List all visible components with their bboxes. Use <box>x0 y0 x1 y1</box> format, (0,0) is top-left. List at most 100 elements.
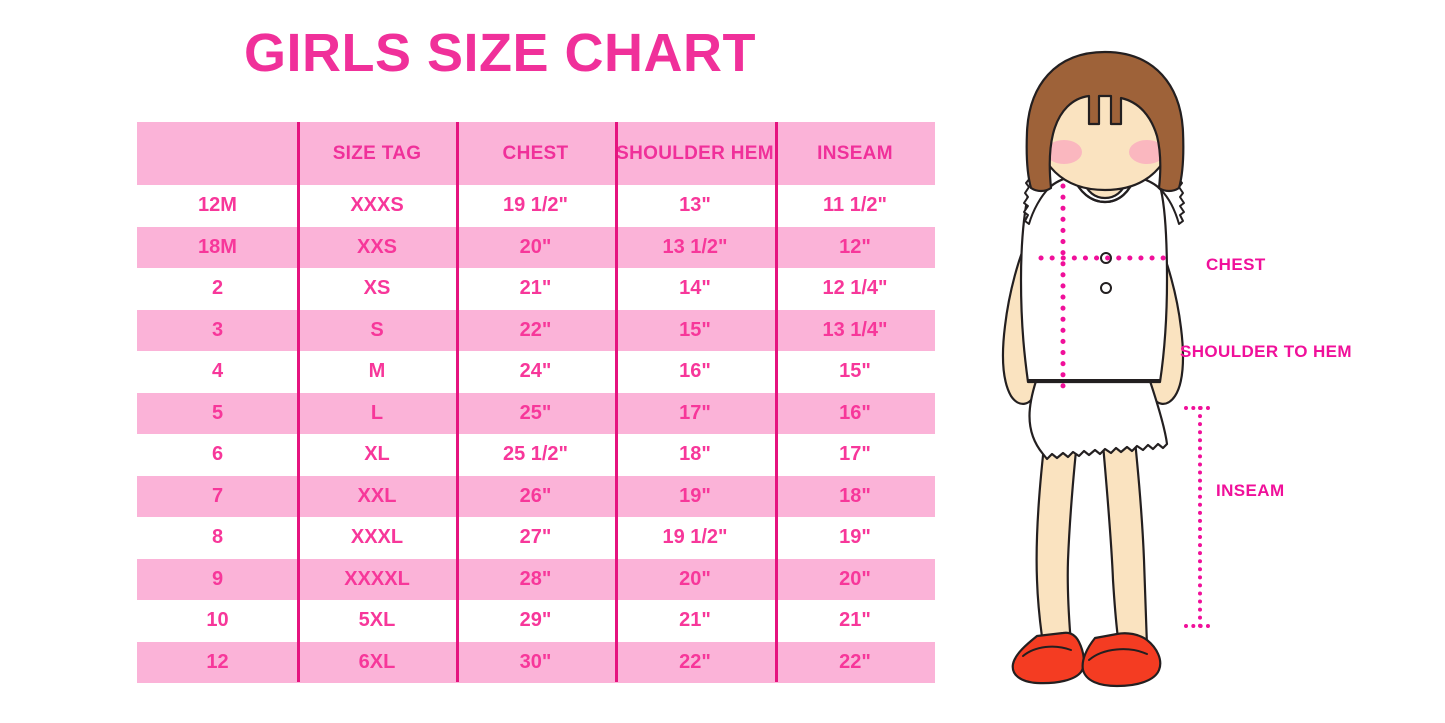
cell-size-tag: XXXL <box>298 517 456 559</box>
cell-size: 12 <box>137 641 298 683</box>
cell-shoulder-hem: 14" <box>615 268 775 310</box>
inseam-bracket-cap-bottom <box>1184 624 1210 628</box>
cell-size: 5 <box>137 392 298 434</box>
cell-size-tag: M <box>298 351 456 393</box>
skirt <box>1028 376 1169 461</box>
cell-size: 7 <box>137 475 298 517</box>
cell-inseam: 12" <box>775 226 935 268</box>
right-leg <box>1099 418 1149 648</box>
cell-size: 8 <box>137 517 298 559</box>
inseam-measure-bracket <box>1184 406 1218 628</box>
cell-size: 12M <box>137 185 298 227</box>
cell-size: 9 <box>137 558 298 600</box>
cell-inseam: 19" <box>775 517 935 559</box>
cell-shoulder-hem: 16" <box>615 351 775 393</box>
cell-size-tag: XXS <box>298 226 456 268</box>
table-row: 7 XXL 26" 19" 18" <box>137 475 935 517</box>
right-blush <box>1129 140 1165 164</box>
cell-size-tag: 5XL <box>298 600 456 642</box>
cell-inseam: 11 1/2" <box>775 185 935 227</box>
neckline <box>1071 174 1137 204</box>
cell-shoulder-hem: 19" <box>615 475 775 517</box>
cell-shoulder-hem: 18" <box>615 434 775 476</box>
callout-label-inseam: INSEAM <box>1216 481 1285 500</box>
bodice <box>1019 174 1169 384</box>
cell-chest: 22" <box>456 309 615 351</box>
cell-shoulder-hem: 21" <box>615 600 775 642</box>
table-row: 12 6XL 30" 22" 22" <box>137 641 935 683</box>
hair <box>1025 50 1185 193</box>
cell-shoulder-hem: 20" <box>615 558 775 600</box>
inseam-bracket-cap-top <box>1184 406 1210 410</box>
table-row: 8 XXXL 27" 19 1/2" 19" <box>137 517 935 559</box>
cell-shoulder-hem: 17" <box>615 392 775 434</box>
cell-chest: 30" <box>456 641 615 683</box>
cell-size-tag: 6XL <box>298 641 456 683</box>
table-body: 12M XXXS 19 1/2" 13" 11 1/2" 18M XXS 20" 13 1/2"… <box>137 185 935 683</box>
cell-inseam: 17" <box>775 434 935 476</box>
callout-label-shoulder-to-hem: SHOULDER TO HEM <box>1180 342 1352 361</box>
cell-size-tag: XXL <box>298 475 456 517</box>
cell-size: 10 <box>137 600 298 642</box>
column-header-shoulder-hem: SHOULDER HEM <box>615 122 775 185</box>
cell-size: 4 <box>137 351 298 393</box>
table-row: 3 S 22" 15" 13 1/4" <box>137 309 935 351</box>
size-chart-table-container: SIZE TAG CHEST SHOULDER HEM INSEAM 12M XX… <box>137 122 935 683</box>
cell-chest: 28" <box>456 558 615 600</box>
cell-shoulder-hem: 15" <box>615 309 775 351</box>
cell-size-tag: XXXS <box>298 185 456 227</box>
cell-inseam: 18" <box>775 475 935 517</box>
table-row: 5 L 25" 17" 16" <box>137 392 935 434</box>
table-row: 9 XXXXL 28" 20" 20" <box>137 558 935 600</box>
right-shoe-strap <box>1088 648 1148 661</box>
column-header-size <box>137 122 298 185</box>
table-row: 2 XS 21" 14" 12 1/4" <box>137 268 935 310</box>
left-blush <box>1046 140 1082 164</box>
cell-size: 3 <box>137 309 298 351</box>
cell-chest: 29" <box>456 600 615 642</box>
table-header: SIZE TAG CHEST SHOULDER HEM INSEAM <box>137 122 935 185</box>
cell-size: 6 <box>137 434 298 476</box>
size-chart-table: SIZE TAG CHEST SHOULDER HEM INSEAM 12M XX… <box>137 122 935 683</box>
cell-inseam: 15" <box>775 351 935 393</box>
cell-chest: 21" <box>456 268 615 310</box>
cell-size-tag: XXXXL <box>298 558 456 600</box>
cell-size-tag: S <box>298 309 456 351</box>
cell-chest: 24" <box>456 351 615 393</box>
cell-shoulder-hem: 13" <box>615 185 775 227</box>
cell-inseam: 12 1/4" <box>775 268 935 310</box>
cell-size-tag: XS <box>298 268 456 310</box>
cell-shoulder-hem: 19 1/2" <box>615 517 775 559</box>
cell-size: 18M <box>137 226 298 268</box>
cell-inseam: 16" <box>775 392 935 434</box>
page-title: GIRLS SIZE CHART <box>243 23 756 83</box>
button-lower <box>1100 282 1112 294</box>
table-row: 4 M 24" 16" 15" <box>137 351 935 393</box>
left-shoe <box>1011 631 1085 685</box>
inseam-bracket-line <box>1198 406 1202 628</box>
table-row: 18M XXS 20" 13 1/2" 12" <box>137 226 935 268</box>
cell-chest: 19 1/2" <box>456 185 615 227</box>
table-row: 12M XXXS 19 1/2" 13" 11 1/2" <box>137 185 935 227</box>
table-header-row: SIZE TAG CHEST SHOULDER HEM INSEAM <box>137 122 935 185</box>
column-header-size-tag: SIZE TAG <box>298 122 456 185</box>
cell-shoulder-hem: 13 1/2" <box>615 226 775 268</box>
cell-size: 2 <box>137 268 298 310</box>
column-header-inseam: INSEAM <box>775 122 935 185</box>
girl-illustration <box>975 40 1235 690</box>
cell-inseam: 20" <box>775 558 935 600</box>
cell-inseam: 22" <box>775 641 935 683</box>
cell-chest: 26" <box>456 475 615 517</box>
left-shoe-strap <box>1022 645 1072 657</box>
cell-inseam: 21" <box>775 600 935 642</box>
callout-label-chest: CHEST <box>1206 255 1266 274</box>
table-row: 10 5XL 29" 21" 21" <box>137 600 935 642</box>
cell-chest: 25" <box>456 392 615 434</box>
cell-chest: 20" <box>456 226 615 268</box>
cell-chest: 25 1/2" <box>456 434 615 476</box>
table-row: 6 XL 25 1/2" 18" 17" <box>137 434 935 476</box>
cell-inseam: 13 1/4" <box>775 309 935 351</box>
cell-shoulder-hem: 22" <box>615 641 775 683</box>
right-shoe <box>1081 632 1162 688</box>
column-header-chest: CHEST <box>456 122 615 185</box>
